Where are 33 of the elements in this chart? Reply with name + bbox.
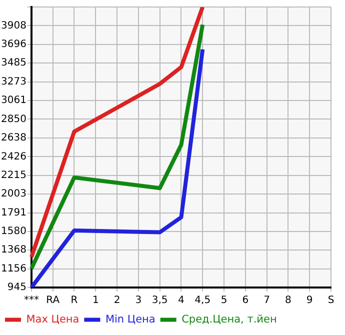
legend-label: Max Цена	[26, 313, 80, 326]
y-tick-label: 2638	[0, 132, 26, 144]
x-tick-label: R	[70, 295, 78, 306]
legend-label: Min Цена	[105, 313, 156, 326]
x-tick-label: RA	[46, 295, 60, 306]
x-tick-label: S	[328, 295, 334, 306]
y-tick-label: 1368	[0, 244, 26, 256]
y-tick-label: 3061	[0, 95, 26, 106]
x-tick-label: 5	[220, 295, 228, 306]
y-tick-label: 1156	[0, 263, 26, 274]
x-tick-label: 4	[178, 295, 184, 306]
x-tick-label: 9	[306, 295, 313, 306]
x-tick-label: 1	[92, 295, 99, 306]
y-tick-label: 2426	[0, 151, 26, 162]
x-tick-label: 6	[242, 295, 249, 306]
x-tick-label: 3	[135, 295, 142, 306]
y-tick-label: 945	[7, 282, 26, 294]
y-tick-label: 1580	[0, 226, 26, 237]
x-tick-label: ***	[24, 295, 39, 306]
y-tick-label: 2003	[0, 188, 26, 200]
y-tick-label: 2850	[0, 114, 26, 125]
legend-label: Сред.Цена, т.йен	[182, 313, 277, 326]
y-tick-label: 2215	[0, 170, 26, 181]
y-tick-label: 3908	[0, 20, 26, 32]
x-tick-label: 4,5	[194, 295, 211, 306]
y-tick-label: 3273	[0, 76, 26, 88]
x-tick-label: 8	[285, 295, 292, 306]
x-tick-label: 2	[114, 295, 120, 306]
y-tick-label: 3696	[0, 39, 26, 50]
x-tick-label: 3,5	[152, 295, 168, 306]
x-tick-label: 7	[264, 295, 270, 306]
y-tick-label: 3485	[0, 58, 26, 69]
y-tick-label: 1791	[0, 207, 26, 218]
